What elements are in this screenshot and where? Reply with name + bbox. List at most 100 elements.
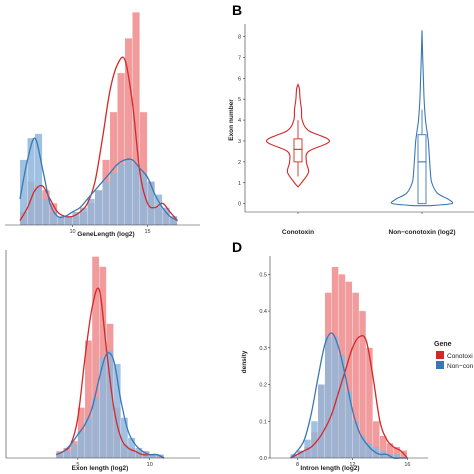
panel-d-bar-non-conotoxin xyxy=(318,384,325,458)
panel-b-label: B xyxy=(232,2,242,18)
panel-c-bar-non-conotoxin xyxy=(128,437,135,458)
panel-d-y-tick-label: 0.4 xyxy=(259,309,267,315)
panel-d-y-tick-label: 0.2 xyxy=(259,383,267,389)
panel-d-bar-non-conotoxin xyxy=(324,336,332,458)
panel-b-violin-non-conotoxin xyxy=(390,30,454,207)
panel-d-x-tick-label: 8 xyxy=(296,462,299,468)
panel-b-y-tick-label: 5 xyxy=(238,97,241,103)
panel-c-bar-non-conotoxin xyxy=(149,454,157,458)
panel-c-bar-non-conotoxin xyxy=(106,350,114,458)
panel-c-x-tick-label: 10 xyxy=(147,462,153,468)
panel-a-bar-non-conotoxin xyxy=(155,194,163,225)
panel-d-bars xyxy=(290,267,407,458)
panel-a-bar-non-conotoxin xyxy=(140,172,148,225)
panel-b-y-tick-label: 4 xyxy=(238,118,241,124)
panel-a-bar-non-conotoxin xyxy=(125,159,133,225)
panel-d-bar-non-conotoxin xyxy=(338,355,346,458)
panel-a-bar-non-conotoxin xyxy=(110,172,118,225)
panel-a-bar-non-conotoxin xyxy=(20,159,28,225)
panel-d-x-axis-title: Intron length (log2) xyxy=(300,465,359,472)
panel-d-density-non-conotoxin xyxy=(290,332,408,459)
panel-b-y-tick-label: 3 xyxy=(238,139,241,145)
panel-a-bar-conotoxin xyxy=(125,38,133,225)
legend-label-conotoxin: Conotoxi xyxy=(447,353,473,360)
legend-swatch-conotoxin xyxy=(436,351,444,359)
panel-b-violin-conotoxin xyxy=(265,82,331,188)
panel-d-bar-conotoxin xyxy=(393,446,401,458)
panel-a-bar-non-conotoxin xyxy=(80,207,88,225)
panel-d-intron-length-histogram: 8 12 16 0.0 0.1 0.2 0.3 0.4 0.5 Intron length (l… xyxy=(241,256,428,472)
panel-d-density-conotoxin xyxy=(290,335,408,459)
panel-d-y-tick-label: 0.5 xyxy=(259,272,267,278)
panel-c-bar-conotoxin xyxy=(92,256,100,458)
panel-d-bar-non-conotoxin xyxy=(297,450,304,458)
panel-d-bar-non-conotoxin xyxy=(352,421,359,458)
legend: Gene Conotoxi Non−con xyxy=(434,341,474,370)
panel-c-axes: 5 10 xyxy=(5,250,200,468)
panel-d-bar-non-conotoxin xyxy=(366,443,373,458)
panel-b-y-tick-label: 8 xyxy=(238,35,241,41)
panel-d-axes: 8 12 16 0.0 0.1 0.2 0.3 0.4 0.5 xyxy=(259,256,428,468)
panel-b-box xyxy=(293,138,303,163)
panel-b-y-tick-label: 6 xyxy=(238,76,241,82)
panel-a-bar-conotoxin xyxy=(117,73,125,225)
panel-d-y-tick-label: 0.1 xyxy=(259,419,267,425)
panel-a-axes: 10 15 xyxy=(5,224,200,235)
panel-a-bar-non-conotoxin xyxy=(117,164,125,225)
panel-a-bar-non-conotoxin xyxy=(102,181,110,225)
panel-b-y-tick-label: 7 xyxy=(238,55,241,61)
legend-swatch-non-conotoxin xyxy=(436,361,444,369)
panel-a-bar-non-conotoxin xyxy=(147,181,155,225)
panel-c-bars xyxy=(56,256,164,458)
panel-b-box xyxy=(417,134,427,205)
panel-a-bar-non-conotoxin xyxy=(50,211,58,225)
panel-c-bar-non-conotoxin xyxy=(56,454,64,458)
panel-a-bar-non-conotoxin xyxy=(65,216,73,225)
panel-d-bar-non-conotoxin xyxy=(345,391,353,458)
panel-d-bar-conotoxin xyxy=(366,347,373,458)
panel-a-bar-non-conotoxin xyxy=(72,211,80,225)
panel-b-category-label-conotoxin: Conotoxin xyxy=(282,229,314,236)
panel-a-bar-non-conotoxin xyxy=(42,198,50,225)
panel-a-x-tick-label: 15 xyxy=(144,229,150,235)
panel-c-bar-non-conotoxin xyxy=(85,417,92,458)
panel-d-y-tick-label: 0.0 xyxy=(259,456,267,462)
panel-c-x-tick-label: 5 xyxy=(76,462,79,468)
panel-d-y-axis-title: density xyxy=(241,350,248,373)
panel-c-bar-non-conotoxin xyxy=(120,417,128,458)
panel-d-bar-conotoxin xyxy=(345,281,353,458)
panel-d-bar-non-conotoxin xyxy=(331,336,339,458)
panel-c-bar-non-conotoxin xyxy=(70,444,78,458)
panel-b-y-tick-label: 2 xyxy=(238,160,241,166)
panel-b-y-axis-title: Exon number xyxy=(228,99,235,141)
panel-c-bar-non-conotoxin xyxy=(92,397,100,458)
panel-b-axes: 0 1 2 3 4 5 6 7 8 xyxy=(238,24,474,214)
panel-d-bar-non-conotoxin xyxy=(311,421,318,458)
panel-c-density-conotoxin xyxy=(56,287,165,459)
panel-d-density-curves xyxy=(290,332,408,459)
panel-d-bar-non-conotoxin xyxy=(393,454,401,458)
panel-c-bar-non-conotoxin xyxy=(99,357,107,458)
panel-a-bar-non-conotoxin xyxy=(162,207,170,225)
panel-c-bar-conotoxin xyxy=(56,451,64,458)
panel-d-bar-conotoxin xyxy=(352,292,359,458)
panel-b-category-label-non-conotoxin: Non−conotoxin (log2) xyxy=(389,229,456,236)
panel-c-x-axis-title: Exon length (log2) xyxy=(72,465,129,472)
panel-a-bar-non-conotoxin xyxy=(132,164,140,225)
panel-d-bar-conotoxin xyxy=(386,443,394,458)
panel-a-x-axis-title: GeneLength (log2) xyxy=(77,231,134,238)
panel-d-bar-non-conotoxin xyxy=(359,435,366,458)
panel-d-y-tick-label: 0.3 xyxy=(259,346,267,352)
panel-a-density-non-conotoxin xyxy=(19,137,178,222)
panel-d-bar-conotoxin xyxy=(373,421,380,458)
panel-d-x-tick-label: 12 xyxy=(349,462,355,468)
panel-a-bars xyxy=(20,12,178,226)
panel-a-bar-non-conotoxin xyxy=(27,138,35,225)
panel-d-x-tick-label: 16 xyxy=(404,462,410,468)
panel-b-y-tick-label: 0 xyxy=(238,202,241,208)
panel-c-density-curves xyxy=(56,287,165,459)
panel-d-label: D xyxy=(232,239,242,255)
panel-d-bar-conotoxin xyxy=(359,311,366,458)
panel-c-bar-non-conotoxin xyxy=(77,431,85,458)
